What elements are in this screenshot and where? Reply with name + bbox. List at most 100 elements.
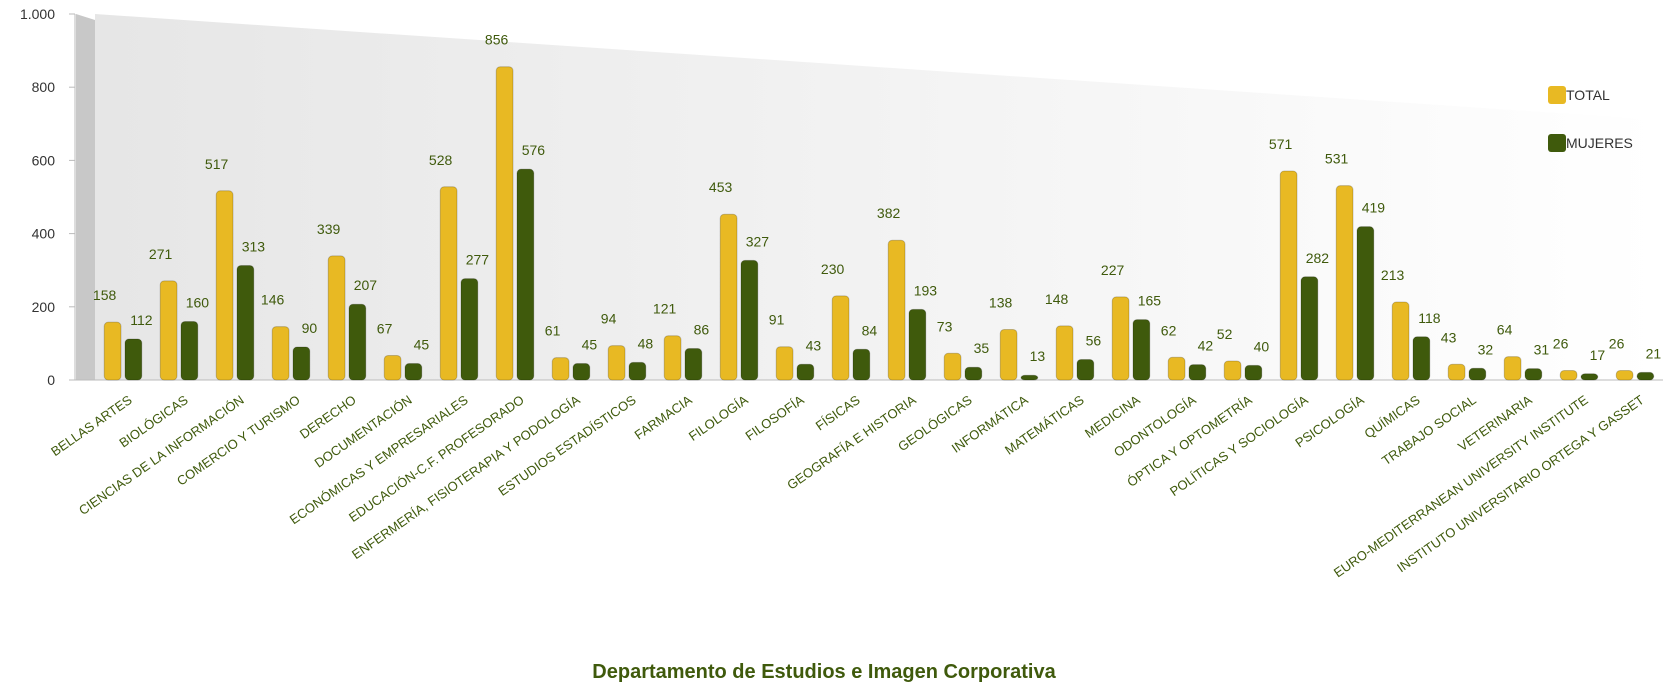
bar: [348, 303, 367, 381]
bar: [271, 326, 290, 381]
bar: [1503, 356, 1522, 381]
bar: [775, 346, 794, 381]
value-label: 856: [485, 32, 509, 48]
value-label: 48: [638, 335, 654, 351]
bar: [999, 328, 1018, 381]
value-label: 382: [877, 205, 901, 221]
x-tick-label: DOCUMENTACIÓN: [312, 392, 415, 470]
bar: [236, 264, 255, 381]
x-tick-label: FÍSICAS: [813, 392, 863, 433]
value-label: 160: [186, 294, 210, 310]
value-label: 313: [242, 238, 266, 254]
value-label: 86: [694, 322, 710, 338]
bar: [1279, 170, 1298, 381]
value-label: 84: [862, 322, 878, 338]
bar: [1615, 369, 1634, 381]
bar: [887, 239, 906, 381]
bar: [1132, 319, 1151, 381]
bar: [327, 255, 346, 381]
bar: [964, 366, 983, 381]
x-tick-label: FARMACIA: [632, 392, 695, 443]
y-tick-label: 200: [32, 299, 56, 315]
value-label: 453: [709, 179, 733, 195]
bar: [740, 259, 759, 381]
value-label: 207: [354, 277, 378, 293]
bar: [628, 361, 647, 381]
bar: [1223, 360, 1242, 381]
bar: [1356, 226, 1375, 381]
value-label: 21: [1646, 345, 1662, 361]
bar: [1300, 276, 1319, 381]
bar: [292, 346, 311, 381]
value-label: 112: [130, 312, 153, 328]
back-wall: [95, 14, 1660, 380]
value-label: 193: [914, 282, 938, 298]
value-label: 277: [466, 252, 490, 268]
legend-swatch: [1548, 134, 1566, 152]
value-label: 35: [974, 340, 990, 356]
x-tick-label: BELLAS ARTES: [48, 392, 135, 459]
bar: [908, 308, 927, 381]
bar: [1020, 374, 1039, 381]
value-label: 165: [1138, 293, 1162, 309]
value-label: 517: [205, 156, 229, 172]
x-tick-label: TRABAJO SOCIAL: [1379, 392, 1479, 468]
legend-label: MUJERES: [1566, 135, 1633, 151]
bar: [1244, 364, 1263, 381]
value-label: 528: [429, 152, 453, 168]
value-label: 146: [261, 292, 285, 308]
value-label: 64: [1497, 322, 1513, 338]
bar: [1468, 367, 1487, 381]
y-tick-label: 600: [32, 152, 56, 168]
value-label: 26: [1609, 335, 1625, 351]
value-label: 91: [769, 312, 785, 328]
value-label: 40: [1254, 338, 1270, 354]
bar: [663, 335, 682, 381]
bar: [1559, 369, 1578, 381]
value-label: 52: [1217, 326, 1233, 342]
y-tick-label: 1.000: [20, 6, 55, 22]
value-label: 419: [1362, 200, 1386, 216]
side-wall: [76, 14, 95, 380]
y-tick-label: 400: [32, 226, 56, 242]
value-label: 32: [1478, 341, 1494, 357]
bar: [103, 321, 122, 381]
bar: [1447, 363, 1466, 381]
y-tick-label: 0: [47, 372, 55, 388]
value-label: 73: [937, 318, 953, 334]
value-label: 230: [821, 261, 845, 277]
bar: [1167, 356, 1186, 381]
value-label: 327: [746, 233, 770, 249]
bar: [159, 280, 178, 381]
x-tick-label: FILOLOGÍA: [686, 392, 751, 444]
value-label: 43: [1441, 329, 1457, 345]
value-label: 148: [1045, 291, 1069, 307]
value-label: 227: [1101, 262, 1125, 278]
bar: [719, 213, 738, 381]
value-label: 56: [1086, 333, 1102, 349]
value-label: 31: [1534, 342, 1550, 358]
bar: [404, 363, 423, 381]
bar: [943, 352, 962, 381]
value-label: 42: [1198, 338, 1214, 354]
bar: [852, 348, 871, 381]
value-label: 43: [806, 337, 822, 353]
bar: [383, 354, 402, 381]
bar: [1636, 371, 1655, 381]
value-label: 138: [989, 294, 1013, 310]
bar: [551, 357, 570, 381]
legend-swatch: [1548, 86, 1566, 104]
bar: [796, 363, 815, 381]
value-label: 26: [1553, 335, 1569, 351]
value-label: 61: [545, 323, 561, 339]
bar: [1055, 325, 1074, 381]
bar: [215, 190, 234, 381]
bar: [516, 168, 535, 381]
bar: [460, 278, 479, 381]
bar: [1412, 336, 1431, 381]
value-label: 67: [377, 320, 393, 336]
value-label: 271: [149, 246, 173, 262]
value-label: 45: [582, 337, 598, 353]
bar: [1188, 364, 1207, 381]
